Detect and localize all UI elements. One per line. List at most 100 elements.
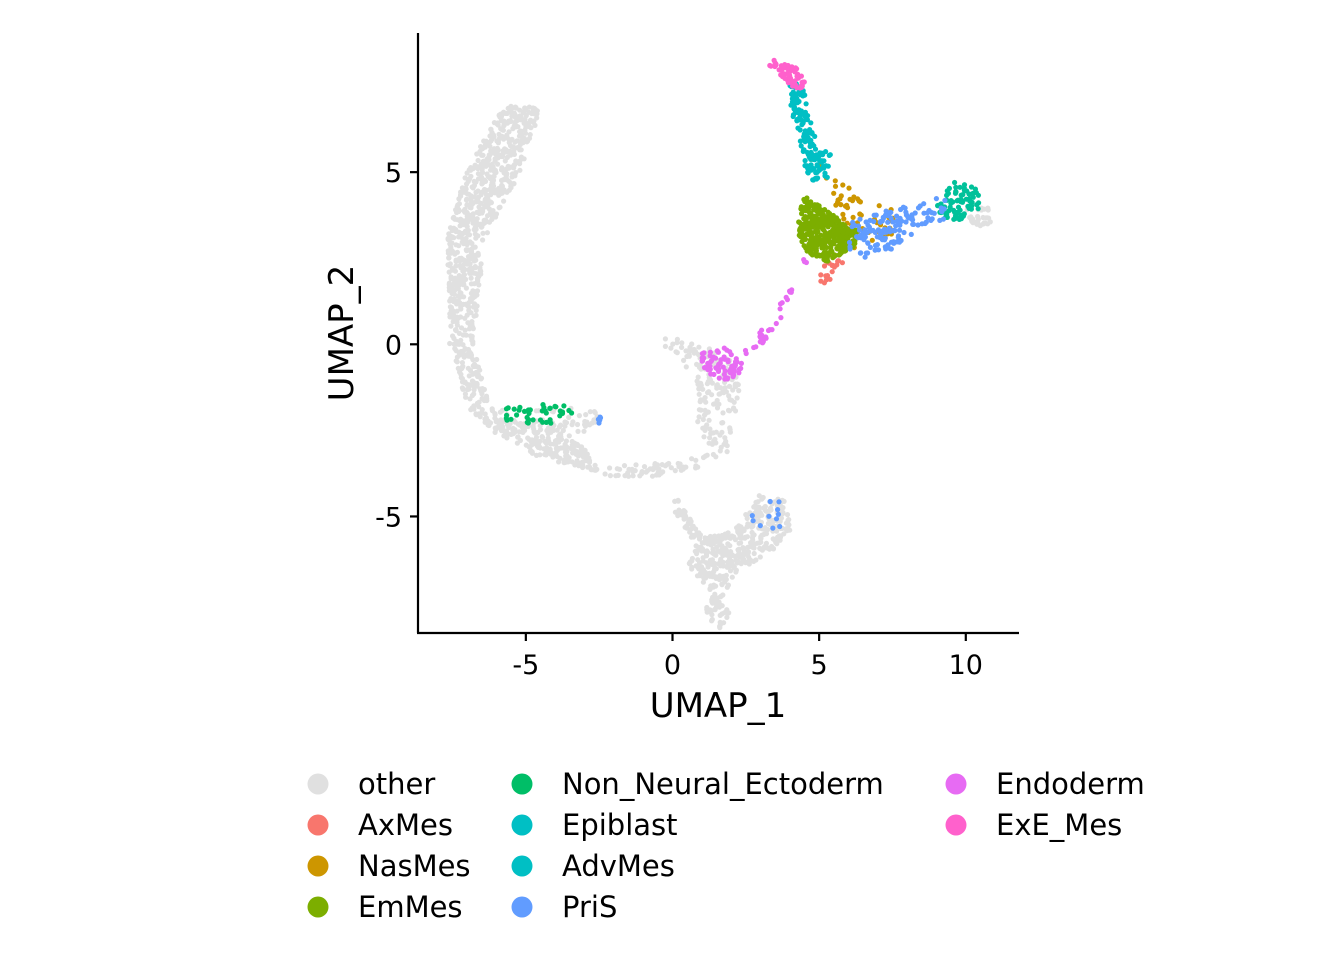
legend-label: PriS — [562, 890, 617, 924]
point — [459, 360, 465, 366]
point — [592, 462, 598, 468]
point — [465, 247, 471, 253]
point — [897, 215, 903, 221]
point — [519, 133, 525, 139]
point — [568, 445, 575, 452]
point — [448, 304, 454, 311]
point — [901, 229, 907, 236]
point — [722, 368, 728, 374]
point — [756, 493, 762, 499]
point — [809, 252, 816, 258]
y-axis-title: UMAP_2 — [322, 265, 362, 402]
point — [770, 525, 776, 531]
point — [686, 561, 693, 567]
point — [953, 184, 959, 190]
point — [738, 365, 744, 371]
legend-label: other — [358, 767, 435, 801]
point — [767, 505, 774, 511]
point — [741, 546, 747, 552]
point — [903, 219, 909, 225]
point — [679, 344, 685, 350]
point — [668, 465, 674, 471]
point — [493, 150, 500, 156]
legend-label: AxMes — [358, 808, 453, 842]
point — [777, 306, 783, 312]
point — [873, 212, 879, 218]
point — [773, 320, 779, 327]
point — [758, 535, 764, 542]
point — [541, 404, 547, 411]
point — [740, 557, 746, 563]
point — [780, 511, 786, 517]
point — [496, 112, 502, 118]
point — [679, 340, 685, 346]
point — [517, 113, 523, 119]
point — [742, 534, 749, 540]
point — [471, 178, 477, 184]
point — [953, 189, 959, 195]
point — [708, 542, 714, 548]
point — [587, 422, 593, 428]
point — [827, 239, 833, 245]
point — [832, 178, 838, 184]
point — [915, 222, 921, 228]
point — [719, 575, 725, 581]
point — [705, 564, 711, 570]
point — [491, 173, 497, 179]
point — [559, 409, 566, 415]
point — [710, 574, 716, 580]
point — [721, 345, 727, 351]
legend-item-exe-mes: ExE_Mes — [945, 808, 1122, 842]
point — [707, 353, 713, 359]
point — [468, 354, 474, 360]
point — [705, 390, 711, 396]
point — [466, 304, 472, 310]
point — [508, 118, 514, 125]
point — [835, 199, 841, 205]
point — [490, 132, 496, 138]
point — [485, 213, 491, 219]
point — [468, 256, 475, 262]
point — [471, 301, 478, 307]
point — [707, 426, 713, 432]
point — [815, 155, 821, 161]
point — [729, 574, 735, 580]
point — [981, 220, 987, 226]
point — [795, 125, 801, 131]
point — [506, 422, 512, 428]
point — [614, 466, 620, 472]
point — [783, 294, 789, 300]
point — [708, 371, 714, 377]
point — [810, 156, 817, 162]
point — [958, 216, 965, 222]
point — [728, 562, 734, 568]
point — [452, 275, 458, 281]
point — [700, 425, 706, 431]
point — [858, 212, 864, 218]
point — [750, 518, 756, 524]
point — [872, 242, 879, 249]
point — [693, 463, 699, 469]
point — [709, 358, 715, 364]
series-advmes — [787, 81, 833, 183]
point — [694, 573, 701, 579]
point — [785, 517, 791, 523]
point — [813, 208, 820, 214]
point — [822, 170, 828, 176]
point — [453, 258, 459, 265]
point — [683, 348, 689, 354]
point — [572, 440, 578, 446]
point — [492, 429, 498, 435]
point — [757, 554, 763, 560]
legend-label: ExE_Mes — [996, 808, 1122, 842]
point — [820, 245, 827, 251]
point — [472, 244, 478, 250]
point — [698, 382, 704, 389]
point — [754, 508, 760, 514]
point — [778, 533, 784, 539]
point — [459, 376, 465, 382]
point — [766, 546, 773, 552]
legend-swatch — [511, 896, 533, 918]
point — [475, 272, 481, 278]
point — [712, 591, 718, 597]
